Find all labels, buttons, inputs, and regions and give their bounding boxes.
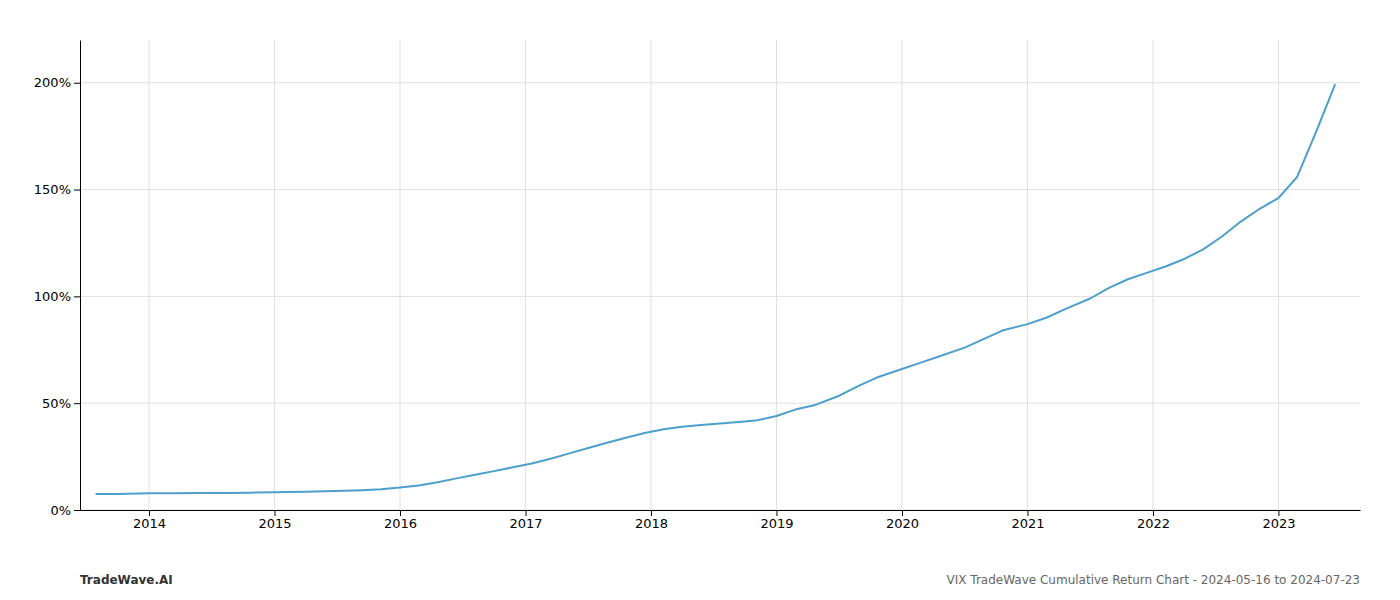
grid-line-x	[1152, 40, 1153, 510]
x-tick: 2017	[509, 510, 542, 531]
grid-line-y	[80, 82, 1360, 83]
plot-area: 2014 2015 2016 2017 2018 2019 2020 2021 2022 2023…	[34, 40, 1361, 531]
x-axis-line	[81, 510, 1361, 511]
y-tick: 100%	[34, 289, 80, 304]
y-tick-mark	[74, 190, 80, 191]
chart: 2014 2015 2016 2017 2018 2019 2020 2021 2022 2023…	[0, 0, 1400, 600]
x-tick: 2021	[1011, 510, 1044, 531]
y-tick: 50%	[42, 396, 80, 411]
grid	[80, 40, 1360, 510]
y-tick-mark	[74, 83, 80, 84]
y-tick: 200%	[34, 75, 80, 90]
grid-line-y	[80, 510, 1360, 511]
y-axis-line	[80, 41, 81, 511]
x-tick-mark	[525, 510, 526, 516]
y-tick-mark	[74, 403, 80, 404]
x-tick-label: 2019	[760, 516, 793, 531]
x-tick-mark	[902, 510, 903, 516]
x-tick-mark	[1027, 510, 1028, 516]
line	[96, 85, 1335, 494]
grid-line-y	[80, 403, 1360, 404]
grid-line-x	[776, 40, 777, 510]
x-tick-mark	[149, 510, 150, 516]
grid-line-x	[1027, 40, 1028, 510]
grid-line-x	[525, 40, 526, 510]
y-tick: 150%	[34, 182, 80, 197]
x-tick-mark	[1153, 510, 1154, 516]
x-tick-label: 2015	[258, 516, 291, 531]
marks	[96, 85, 1335, 494]
x-tick-mark	[400, 510, 401, 516]
grid-line-x	[400, 40, 401, 510]
x-tick-label: 2020	[886, 516, 919, 531]
x-tick: 2020	[886, 510, 919, 531]
y-tick-label: 0%	[50, 503, 71, 518]
footer-right: VIX TradeWave Cumulative Return Chart - …	[947, 573, 1360, 587]
y-tick-label: 100%	[34, 289, 71, 304]
x-tick-label: 2014	[133, 516, 166, 531]
x-tick: 2016	[384, 510, 417, 531]
y-tick-mark	[74, 296, 80, 297]
grid-line-x	[274, 40, 275, 510]
x-tick: 2019	[760, 510, 793, 531]
x-tick-label: 2016	[384, 516, 417, 531]
y-axis: 0% 50% 100% 150% 200%	[34, 41, 81, 518]
grid-line-x	[1278, 40, 1279, 510]
x-axis: 2014 2015 2016 2017 2018 2019 2020 2021 2022 2023	[81, 510, 1361, 531]
y-tick-label: 150%	[34, 182, 71, 197]
grid-line-y	[80, 296, 1360, 297]
grid-line-x	[650, 40, 651, 510]
grid-line-x	[901, 40, 902, 510]
x-tick: 2018	[635, 510, 668, 531]
x-tick-mark	[776, 510, 777, 516]
x-tick-label: 2022	[1137, 516, 1170, 531]
x-tick: 2015	[258, 510, 291, 531]
x-tick: 2022	[1137, 510, 1170, 531]
x-tick-label: 2017	[509, 516, 542, 531]
y-tick: 0%	[50, 503, 80, 518]
grid-line-y	[80, 189, 1360, 190]
footer-left: TradeWave.AI	[80, 573, 173, 587]
grid-line-x	[149, 40, 150, 510]
x-tick-mark	[275, 510, 276, 516]
y-tick-mark	[74, 510, 80, 511]
x-tick: 2023	[1262, 510, 1295, 531]
x-tick-label: 2021	[1011, 516, 1044, 531]
x-tick: 2014	[133, 510, 166, 531]
x-tick-mark	[651, 510, 652, 516]
x-tick-label: 2018	[635, 516, 668, 531]
x-tick-label: 2023	[1262, 516, 1295, 531]
y-tick-label: 50%	[42, 396, 71, 411]
y-tick-label: 200%	[34, 75, 71, 90]
x-tick-mark	[1278, 510, 1279, 516]
